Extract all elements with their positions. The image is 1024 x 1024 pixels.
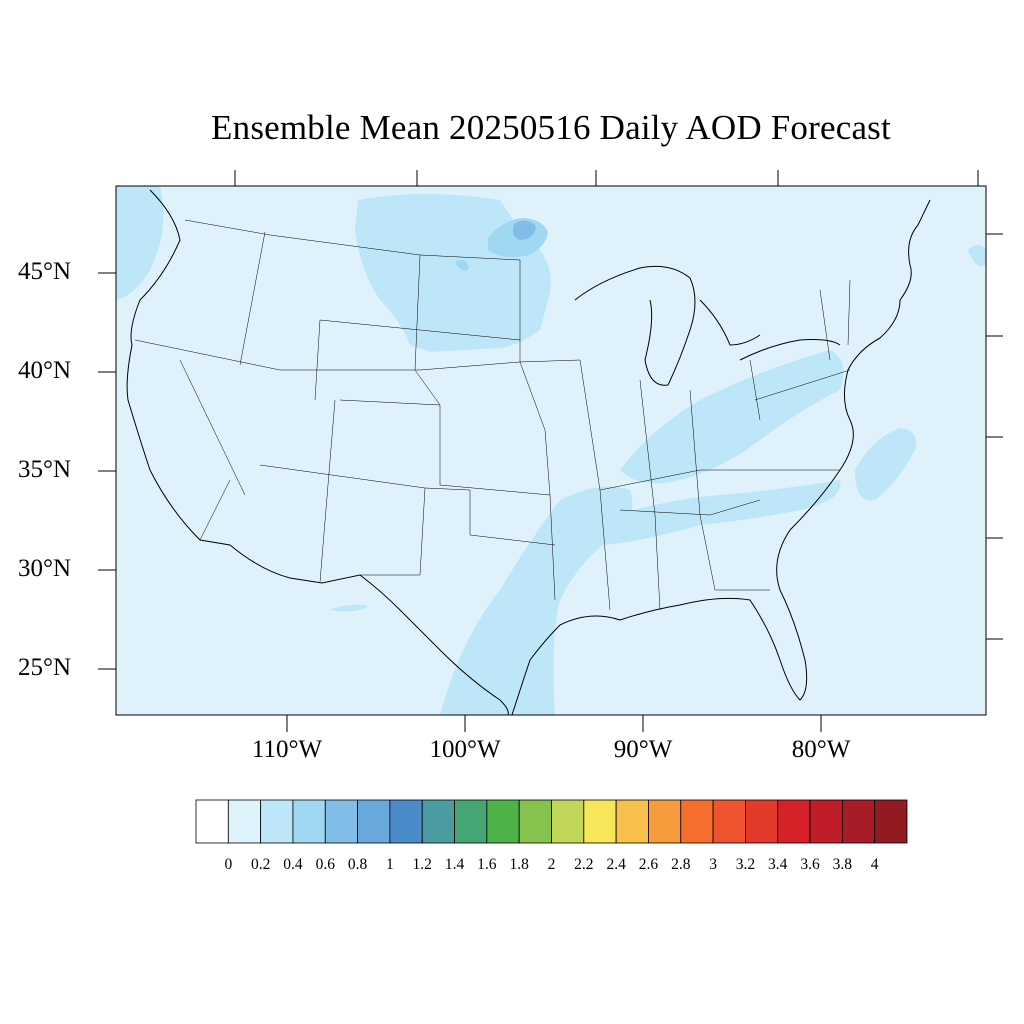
lat-label-45: 45°N	[18, 258, 72, 285]
colorbar-tick-label: 1	[386, 856, 394, 873]
great-lakes	[574, 265, 841, 386]
colorbar-tick-label: 0.4	[283, 856, 303, 873]
colorbar-tick-label: 1.2	[412, 856, 432, 873]
colorbar-tick-label: 0	[224, 856, 233, 873]
colorbar-tick-label: 3	[709, 856, 717, 873]
colorbar-tick-label: 0.8	[347, 856, 368, 873]
map-border	[115, 185, 987, 716]
aod-region-dakota-spot	[455, 260, 469, 271]
map-title: Ensemble Mean 20250516 Daily AOD Forecas…	[211, 108, 891, 147]
aod-region-pacific-coast	[116, 186, 164, 300]
aod-region-new-england-patch	[968, 245, 986, 267]
lon-label-100w: 100°W	[429, 736, 501, 763]
lon-label-90w: 90°W	[613, 736, 673, 763]
aod-region-atlantic-offshore	[855, 428, 916, 501]
colorbar-tick-label: 2.8	[671, 856, 691, 873]
colorbar-tick-label: 0.2	[250, 856, 271, 873]
conus-outline	[126, 189, 931, 715]
aod-region-upper-midwest-core	[512, 220, 536, 240]
lat-label-30: 30°N	[18, 555, 72, 582]
state-boundaries	[134, 219, 851, 611]
left-ticks	[98, 272, 116, 670]
colorbar-tick-label: 1.4	[444, 856, 465, 873]
lon-label-80w: 80°W	[791, 736, 851, 763]
colorbar-tick-label: 1.8	[509, 856, 529, 873]
right-ticks	[986, 233, 1003, 640]
top-ticks	[234, 170, 979, 186]
colorbar-tick-label: 3.6	[800, 856, 820, 873]
aod-region-gulf-spot	[330, 604, 368, 612]
lat-label-25: 25°N	[18, 654, 72, 681]
aod-region-ohio-valley	[620, 350, 844, 484]
bottom-ticks	[286, 715, 822, 732]
colorbar-tick-label: 0.6	[315, 856, 335, 873]
lat-label-40: 40°N	[18, 357, 72, 384]
aod-region-south-central	[440, 486, 633, 715]
colorbar-tick-label: 2.6	[638, 856, 659, 873]
colorbar-tick-label: 3.8	[832, 856, 853, 873]
colorbar-tick-label: 3.4	[768, 856, 788, 873]
colorbar-tick-label: 2.2	[574, 856, 594, 873]
aod-shading	[116, 186, 986, 715]
lon-label-110w: 110°W	[251, 736, 323, 763]
lat-label-35: 35°N	[18, 456, 72, 483]
colorbar-tick-label: 4	[870, 856, 879, 873]
aod-region-southeast-strip	[600, 480, 841, 545]
colorbar-tick-label: 2	[547, 856, 556, 873]
colorbar-tick-label: 1.6	[477, 856, 497, 873]
colorbar-tick-label: 2.4	[606, 856, 626, 873]
colorbar-tick-label: 3.2	[735, 856, 756, 873]
